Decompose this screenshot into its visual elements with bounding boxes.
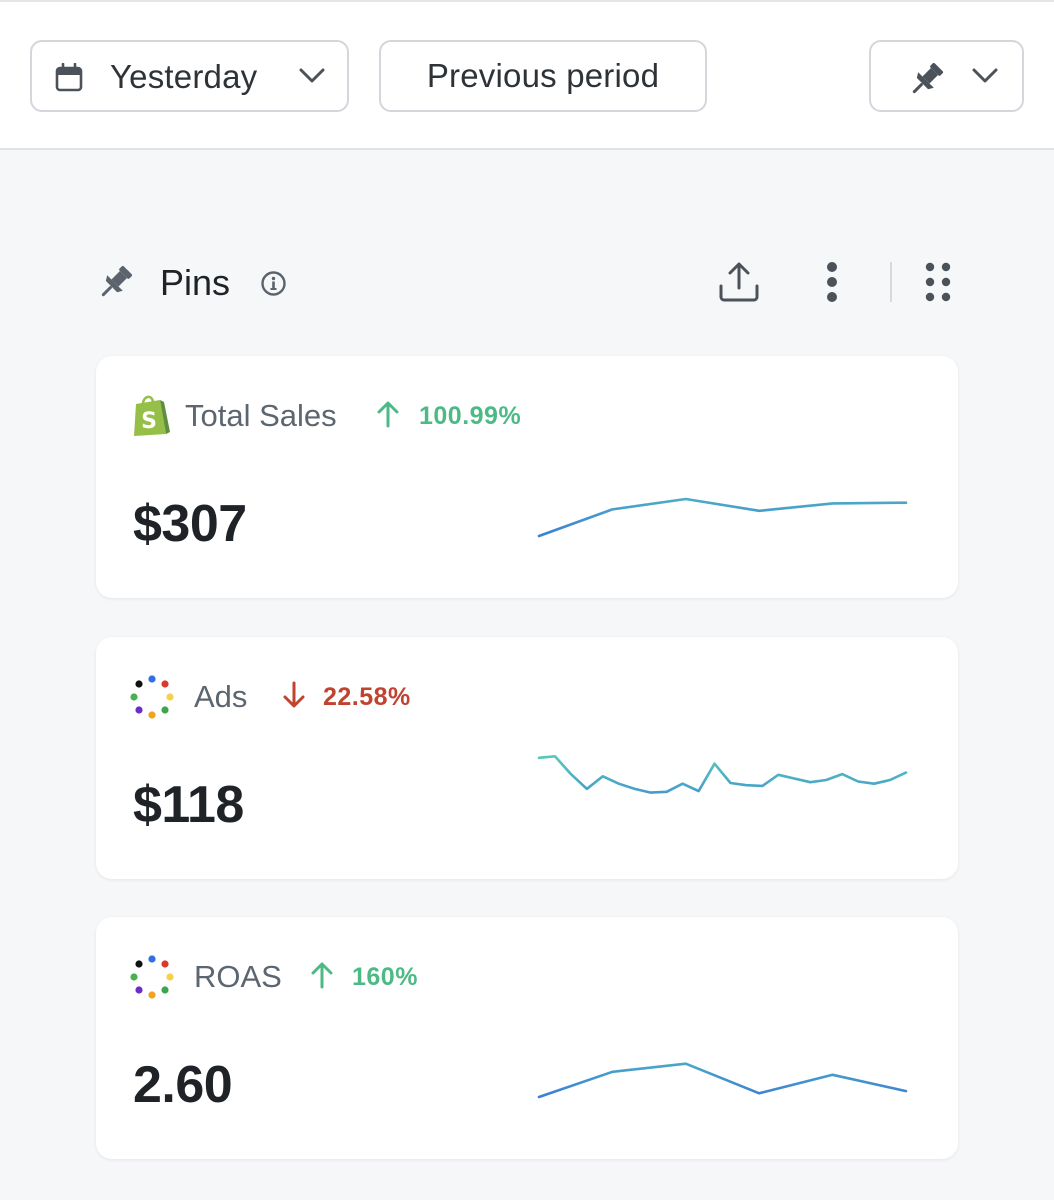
svg-text:S: S: [141, 409, 157, 434]
shopify-bag-icon: S: [134, 395, 170, 436]
sparkline-chart: [537, 1062, 908, 1099]
arrow-up-icon: [377, 401, 399, 428]
multicolor-dots-icon: [130, 955, 174, 999]
sparkline-series: [537, 1062, 908, 1099]
compare-period-button[interactable]: Previous period: [379, 40, 707, 112]
date-range-label: Yesterday: [110, 58, 258, 95]
pins-section-header: Pins: [0, 250, 1054, 320]
sparkline-chart: [537, 497, 908, 538]
metric-card-roas[interactable]: ROAS 160% 2.60: [96, 917, 958, 1159]
info-icon[interactable]: [260, 270, 287, 297]
multicolor-dots-icon: [130, 675, 174, 719]
calendar-icon: [55, 63, 83, 92]
metric-card-total-sales[interactable]: S Total Sales 100.99% $307: [96, 356, 958, 598]
toolbar-divider: [890, 262, 892, 302]
card-title: Ads: [194, 679, 248, 714]
metric-card-ads[interactable]: Ads 22.58% $118: [96, 637, 958, 879]
share-export-icon[interactable]: [717, 260, 761, 304]
drag-handle-icon[interactable]: [924, 262, 952, 302]
metric-value: $307: [133, 495, 247, 553]
arrow-up-icon: [311, 962, 333, 989]
metric-value: 2.60: [133, 1056, 233, 1114]
pin-menu-dropdown[interactable]: [869, 40, 1024, 112]
top-toolbar: Yesterday Previous period: [0, 0, 1054, 150]
section-title: Pins: [160, 262, 231, 303]
change-percent: 22.58%: [323, 683, 411, 711]
metric-value: $118: [133, 776, 244, 834]
sparkline-series: [537, 497, 908, 538]
card-title: ROAS: [194, 959, 282, 994]
more-vertical-icon[interactable]: [820, 262, 844, 302]
pin-icon: [101, 265, 133, 297]
card-title: Total Sales: [185, 398, 337, 433]
chevron-down-icon: [972, 68, 998, 83]
date-range-dropdown[interactable]: Yesterday: [30, 40, 349, 112]
pin-icon: [912, 62, 944, 94]
chevron-down-icon: [299, 68, 325, 83]
compare-period-label: Previous period: [426, 57, 660, 94]
change-percent: 160%: [352, 963, 418, 991]
sparkline-chart: [537, 754, 908, 794]
change-percent: 100.99%: [419, 402, 522, 430]
arrow-down-icon: [283, 681, 305, 708]
sparkline-series: [537, 754, 908, 794]
